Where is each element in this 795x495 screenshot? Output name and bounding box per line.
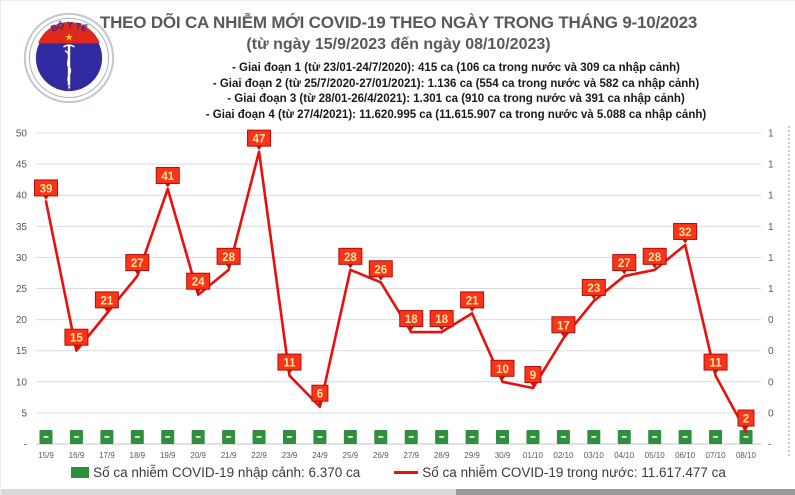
svg-text:2: 2 — [743, 414, 749, 426]
svg-text:11: 11 — [709, 358, 722, 370]
svg-text:27: 27 — [618, 258, 631, 270]
svg-text:25/9: 25/9 — [343, 451, 359, 460]
legend-domestic: Số ca nhiễm COVID-19 trong nước: 11.617.… — [394, 465, 726, 480]
svg-text:07/10: 07/10 — [706, 451, 727, 460]
svg-text:30: 30 — [16, 253, 28, 264]
svg-text:18: 18 — [435, 314, 448, 326]
svg-text:26/9: 26/9 — [373, 451, 389, 460]
svg-text:1: 1 — [768, 222, 774, 233]
svg-text:23/9: 23/9 — [282, 451, 298, 460]
svg-text:9: 9 — [530, 370, 536, 382]
svg-text:10: 10 — [496, 364, 509, 376]
phase-line-1: - Giai đoạn 1 (từ 23/01-24/7/2020): 415 … — [232, 62, 680, 74]
svg-text:20/9: 20/9 — [190, 451, 206, 460]
svg-text:30/9: 30/9 — [495, 451, 511, 460]
chart-plot: 50 145 140 135 130 125 120 015 010 05 0- -15/9 16/9 1… — [16, 129, 774, 461]
svg-text:0: 0 — [768, 408, 774, 419]
svg-text:10: 10 — [16, 377, 28, 388]
svg-text:15: 15 — [16, 346, 28, 357]
chart-subtitle: (từ ngày 15/9/2023 đến ngày 08/10/2023) — [246, 36, 551, 53]
svg-text:1: 1 — [768, 284, 774, 295]
moh-logo: ★ BỘ Y TẾ MINISTRY OF HEALTH — [23, 10, 115, 106]
svg-text:21/9: 21/9 — [221, 451, 237, 460]
svg-text:40: 40 — [16, 191, 28, 202]
svg-text:24: 24 — [192, 277, 205, 289]
phase-line-4: - Giai đoạn 4 (từ 27/4/2021): 11.620.995… — [205, 108, 707, 121]
svg-text:16/9: 16/9 — [69, 451, 85, 460]
svg-text:41: 41 — [161, 171, 174, 183]
svg-text:-: - — [24, 440, 27, 451]
svg-text:25: 25 — [16, 284, 28, 295]
svg-text:5: 5 — [21, 408, 27, 419]
svg-text:26: 26 — [374, 264, 387, 276]
svg-text:1: 1 — [768, 191, 774, 202]
right-dotted-border — [788, 126, 790, 456]
svg-text:47: 47 — [253, 134, 266, 146]
green-bar-swatch-icon — [71, 467, 90, 478]
svg-text:24/9: 24/9 — [312, 451, 328, 460]
svg-text:17: 17 — [557, 320, 570, 332]
svg-text:28: 28 — [648, 252, 661, 264]
svg-text:23: 23 — [587, 283, 600, 295]
svg-text:05/10: 05/10 — [645, 451, 666, 460]
legend-imported-label: Số ca nhiễm COVID-19 nhập cảnh: 6.370 ca — [93, 465, 361, 480]
svg-text:35: 35 — [16, 222, 28, 233]
svg-text:39: 39 — [40, 183, 53, 195]
svg-text:50: 50 — [16, 129, 28, 140]
logo-top-text: BỘ Y TẾ — [49, 19, 89, 34]
moh-logo-emblem: ★ BỘ Y TẾ MINISTRY OF HEALTH — [23, 12, 115, 104]
phase-line-3: - Giai đoạn 3 (từ 28/01-26/4/2021): 1.30… — [227, 93, 685, 106]
svg-text:29/9: 29/9 — [464, 451, 480, 460]
svg-text:0: 0 — [768, 346, 774, 357]
svg-text:20: 20 — [16, 315, 28, 326]
svg-text:01/10: 01/10 — [523, 451, 544, 460]
svg-text:17/9: 17/9 — [99, 451, 115, 460]
svg-text:18/9: 18/9 — [130, 451, 146, 460]
svg-text:11: 11 — [283, 358, 296, 370]
svg-text:0: 0 — [768, 315, 774, 326]
svg-text:22/9: 22/9 — [251, 451, 267, 460]
svg-text:03/10: 03/10 — [584, 451, 605, 460]
phase-line-2: - Giai đoạn 2 (từ 25/7/2020-27/01/2021):… — [212, 77, 700, 90]
svg-text:1: 1 — [768, 160, 774, 171]
svg-text:21: 21 — [466, 295, 479, 307]
legend-imported: Số ca nhiễm COVID-19 nhập cảnh: 6.370 ca — [71, 465, 360, 480]
svg-text:28: 28 — [344, 252, 357, 264]
svg-text:06/10: 06/10 — [675, 451, 696, 460]
red-line-swatch-icon — [394, 471, 419, 474]
svg-text:1: 1 — [768, 253, 774, 264]
svg-text:0: 0 — [768, 377, 774, 388]
svg-text:02/10: 02/10 — [553, 451, 574, 460]
legend-domestic-label: Số ca nhiễm COVID-19 trong nước: 11.617.… — [422, 465, 726, 480]
svg-text:28: 28 — [222, 252, 235, 264]
svg-text:27/9: 27/9 — [403, 451, 419, 460]
logo-red-cap — [38, 22, 100, 44]
svg-text:21: 21 — [100, 295, 113, 307]
snake-icon — [64, 49, 72, 84]
svg-text:32: 32 — [679, 227, 692, 239]
svg-text:15: 15 — [70, 333, 83, 345]
chart-legend: Số ca nhiễm COVID-19 nhập cảnh: 6.370 ca… — [1, 465, 795, 480]
chart-title: THEO DÕI CA NHIỄM MỚI COVID-19 THEO NGÀY… — [99, 13, 698, 32]
svg-text:15/9: 15/9 — [38, 451, 54, 460]
svg-text:08/10: 08/10 — [736, 451, 757, 460]
svg-text:04/10: 04/10 — [614, 451, 635, 460]
svg-text:28/9: 28/9 — [434, 451, 450, 460]
svg-text:-: - — [768, 440, 771, 451]
bottom-strip — [1, 489, 795, 495]
star-icon: ★ — [64, 33, 73, 44]
svg-text:18: 18 — [405, 314, 418, 326]
bottom-strip-light — [1, 489, 456, 495]
bottom-strip-dark — [456, 489, 795, 495]
svg-text:27: 27 — [131, 258, 144, 270]
svg-text:6: 6 — [317, 389, 323, 401]
svg-text:1: 1 — [768, 129, 774, 140]
svg-text:BỘ Y TẾ: BỘ Y TẾ — [49, 19, 89, 34]
svg-text:19/9: 19/9 — [160, 451, 176, 460]
svg-text:45: 45 — [16, 160, 28, 171]
phase-summary: - Giai đoạn 1 (từ 23/01-24/7/2020): 415 … — [116, 61, 795, 123]
